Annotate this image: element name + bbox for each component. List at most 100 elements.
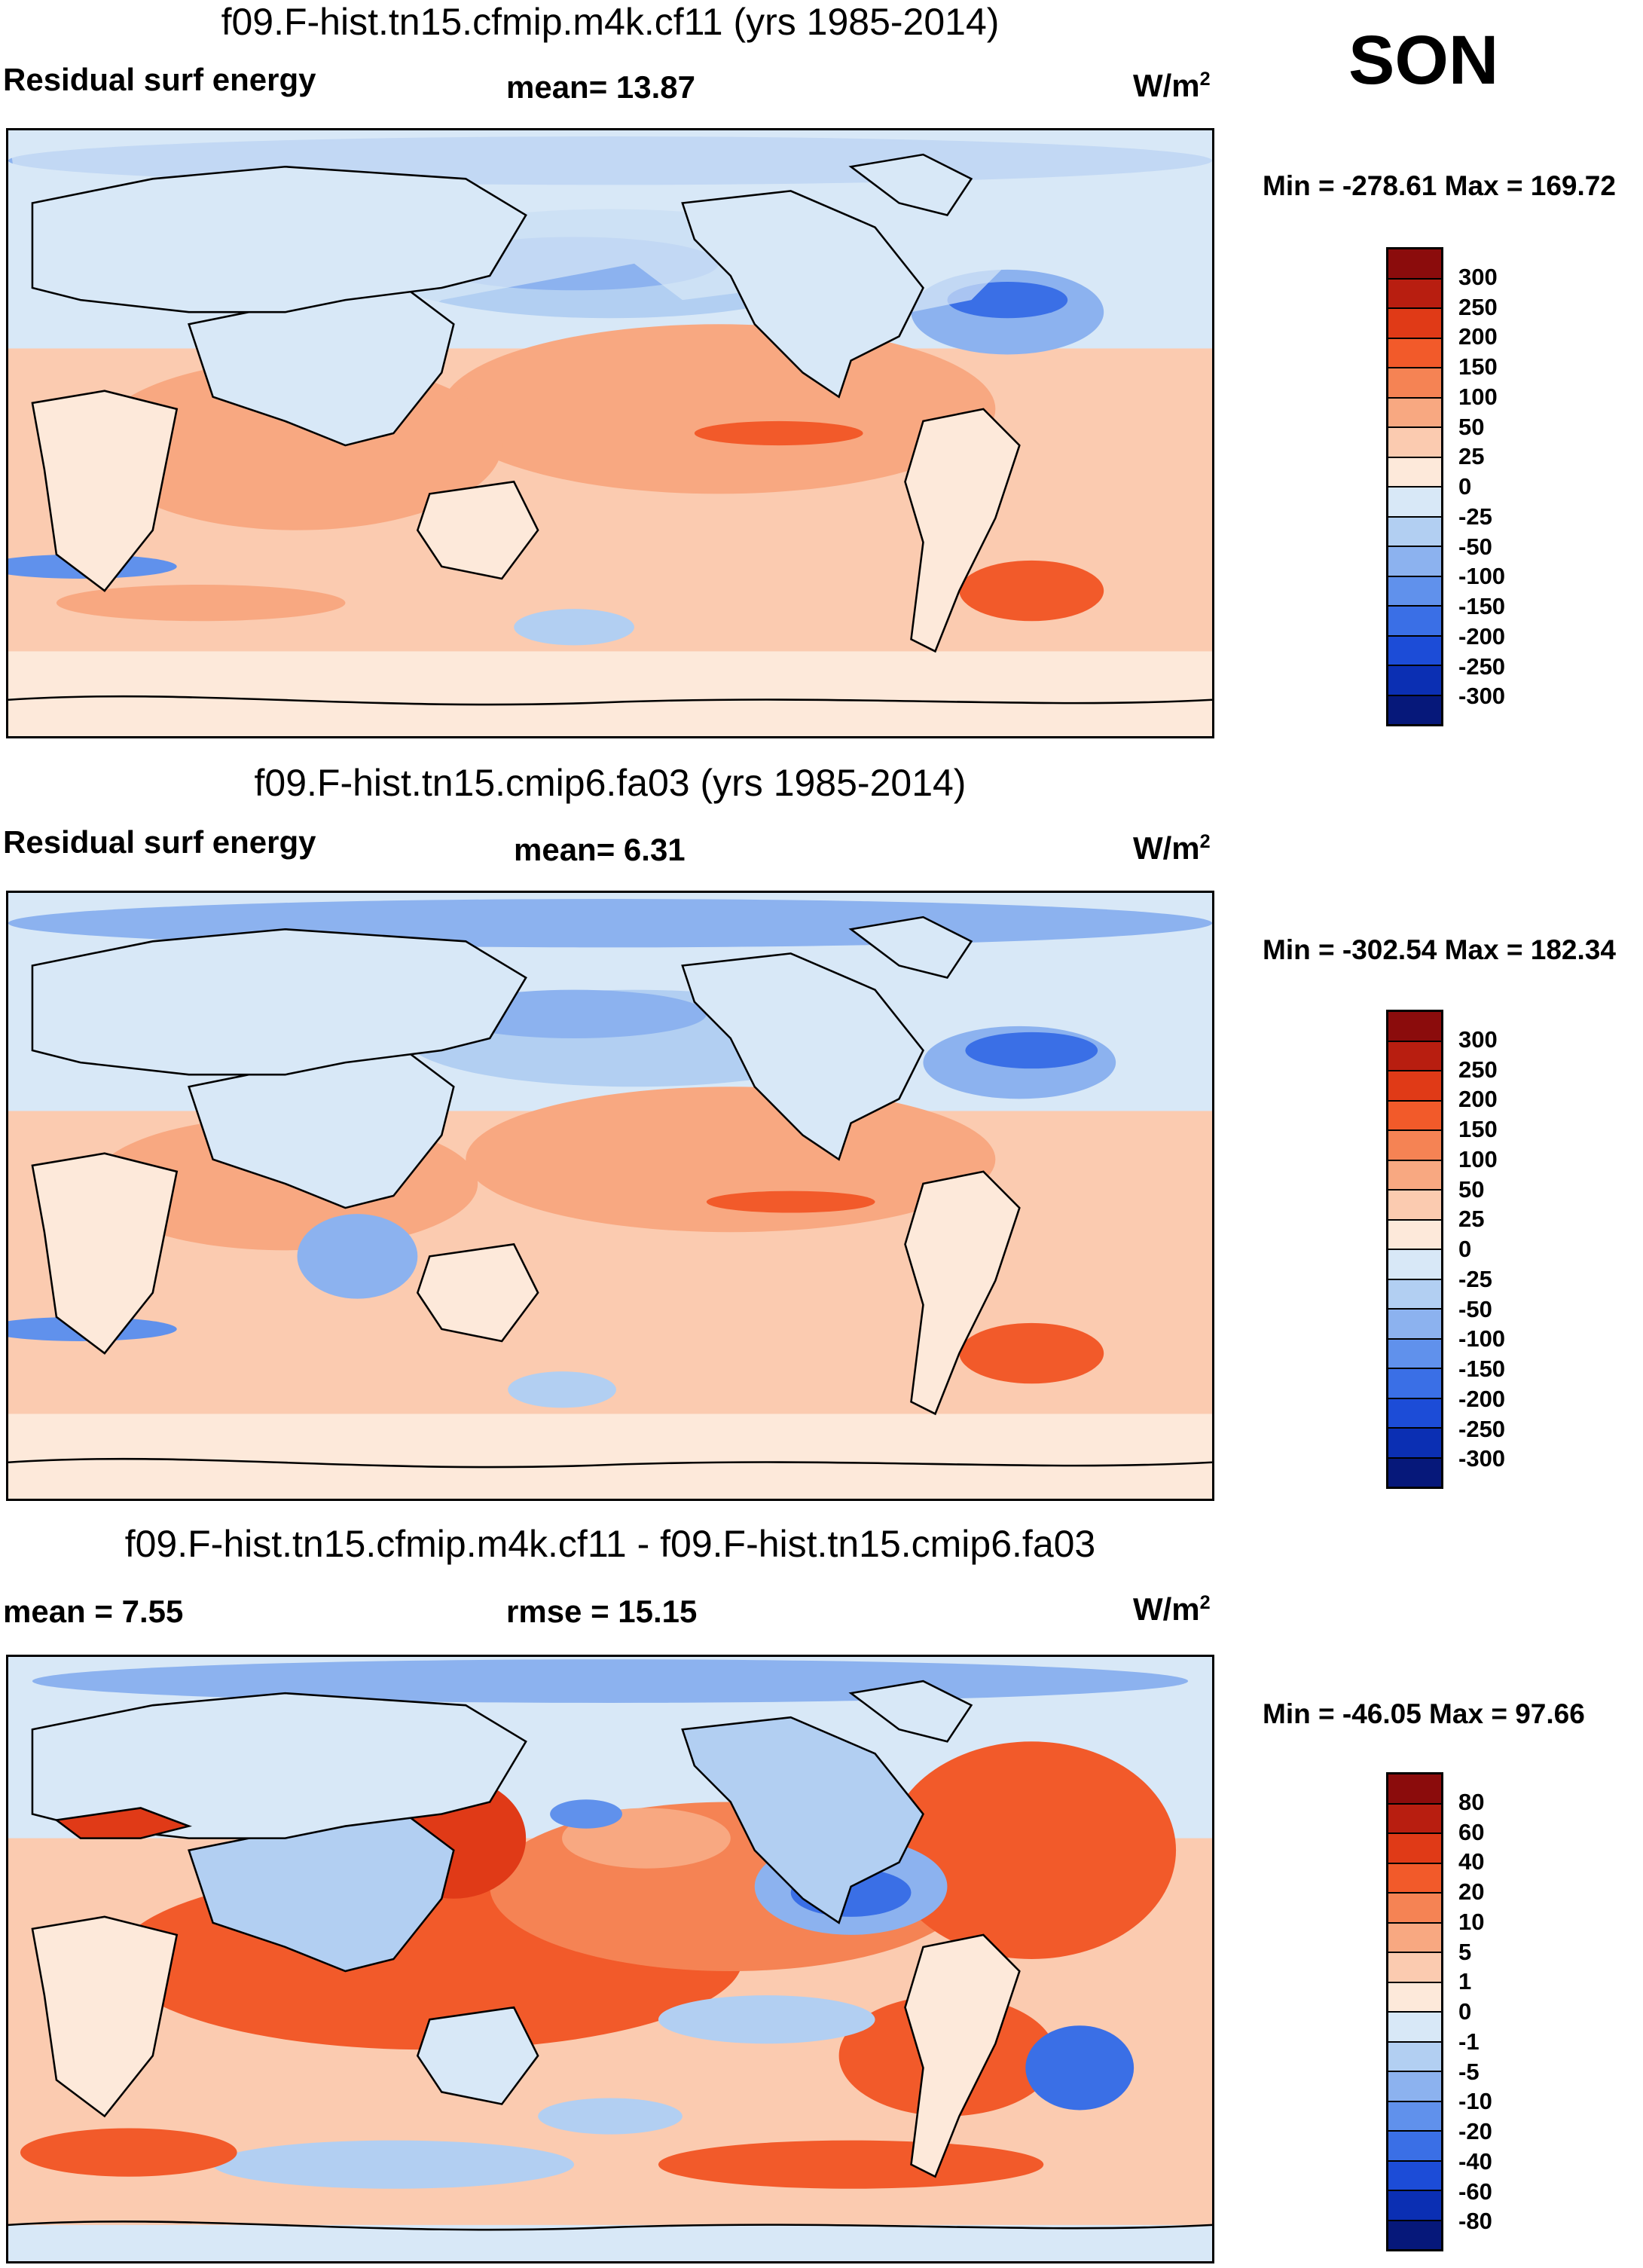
colorbar-tick-label: 50 <box>1458 413 1485 440</box>
colorbar-swatch <box>1388 2132 1441 2162</box>
colorbar-swatch <box>1388 1369 1441 1399</box>
colorbar-swatch <box>1388 1804 1441 1834</box>
colorbar-tick-label: -25 <box>1458 1265 1492 1292</box>
panel-1-mean-label: mean= 13.87 <box>506 69 696 105</box>
colorbar-tick-label: 10 <box>1458 1908 1485 1935</box>
panel-3-rmse-label: rmse = 15.15 <box>506 1594 698 1629</box>
panel-1-variable-label: Residual surf energy <box>3 62 316 97</box>
panel-3-colorbar <box>1386 1772 1443 2251</box>
panel-3-units: W/m2 <box>1133 1591 1211 1627</box>
colorbar-tick-label: 250 <box>1458 293 1498 320</box>
panel-2-colorbar <box>1386 1010 1443 1489</box>
panel-3-map <box>6 1655 1214 2263</box>
panel-3-minmax: Min = -46.05 Max = 97.66 <box>1263 1698 1585 1729</box>
colorbar-tick-label: 200 <box>1458 1086 1498 1113</box>
colorbar-tick-label: -20 <box>1458 2118 1492 2144</box>
panel-1-units: W/m2 <box>1133 68 1211 103</box>
colorbar-swatch <box>1388 1429 1441 1459</box>
colorbar-tick-label: -60 <box>1458 2178 1492 2205</box>
colorbar-tick-label: -200 <box>1458 622 1506 650</box>
colorbar-tick-label: 0 <box>1458 1236 1472 1262</box>
colorbar-swatch <box>1388 2042 1441 2072</box>
colorbar-tick-label: -5 <box>1458 2058 1480 2085</box>
panel-2-variable-label: Residual surf energy <box>3 824 316 860</box>
colorbar-swatch <box>1388 368 1441 399</box>
colorbar-tick-label: 250 <box>1458 1056 1498 1083</box>
colorbar-tick-label: -100 <box>1458 563 1506 590</box>
colorbar-tick-label: -150 <box>1458 593 1506 619</box>
colorbar-swatch <box>1388 2191 1441 2221</box>
colorbar-tick-label: -150 <box>1458 1356 1506 1382</box>
colorbar-tick-label: 60 <box>1458 1818 1485 1845</box>
colorbar-tick-label: 200 <box>1458 323 1498 350</box>
colorbar-swatch <box>1388 309 1441 339</box>
colorbar-swatch <box>1388 1310 1441 1340</box>
colorbar-swatch <box>1388 2221 1441 2249</box>
colorbar-swatch <box>1388 547 1441 577</box>
panel-1-map-svg <box>8 130 1212 736</box>
colorbar-tick-label: 0 <box>1458 473 1472 500</box>
colorbar-swatch <box>1388 1101 1441 1131</box>
colorbar-swatch <box>1388 1863 1441 1894</box>
colorbar-tick-label: -25 <box>1458 503 1492 530</box>
panel-2-units: W/m2 <box>1133 830 1211 866</box>
panel-2-title: f09.F-hist.tn15.cmip6.fa03 (yrs 1985-201… <box>254 762 967 804</box>
colorbar-swatch <box>1388 1012 1441 1042</box>
colorbar-tick-label: 5 <box>1458 1938 1472 1965</box>
colorbar-swatch <box>1388 1982 1441 2013</box>
colorbar-swatch <box>1388 338 1441 368</box>
colorbar-swatch <box>1388 1131 1441 1161</box>
panel-1-minmax: Min = -278.61 Max = 169.72 <box>1263 170 1616 201</box>
colorbar-swatch <box>1388 1458 1441 1487</box>
colorbar-tick-label: -100 <box>1458 1325 1506 1353</box>
panel-1-colorbar <box>1386 247 1443 726</box>
colorbar-swatch <box>1388 1398 1441 1429</box>
season-label: SON <box>1348 22 1499 99</box>
colorbar-swatch <box>1388 695 1441 724</box>
colorbar-swatch <box>1388 1834 1441 1864</box>
colorbar-tick-label: -200 <box>1458 1385 1506 1412</box>
colorbar-tick-label: -1 <box>1458 2028 1480 2055</box>
colorbar-tick-label: -50 <box>1458 533 1492 560</box>
colorbar-tick-label: 100 <box>1458 383 1498 410</box>
colorbar-swatch <box>1388 666 1441 696</box>
colorbar-tick-label: -50 <box>1458 1295 1492 1322</box>
colorbar-tick-label: 40 <box>1458 1848 1485 1875</box>
panel-3-mean-label: mean = 7.55 <box>3 1594 184 1629</box>
colorbar-tick-label: 0 <box>1458 1998 1472 2025</box>
colorbar-swatch <box>1388 2161 1441 2191</box>
colorbar-tick-label: -80 <box>1458 2208 1492 2235</box>
colorbar-swatch <box>1388 2013 1441 2043</box>
colorbar-swatch <box>1388 1220 1441 1250</box>
colorbar-swatch <box>1388 517 1441 547</box>
colorbar-swatch <box>1388 488 1441 518</box>
colorbar-swatch <box>1388 249 1441 280</box>
colorbar-tick-label: -250 <box>1458 653 1506 680</box>
colorbar-tick-label: -40 <box>1458 2147 1492 2175</box>
panel-2-map-svg <box>8 893 1212 1499</box>
colorbar-tick-label: -300 <box>1458 1445 1506 1472</box>
colorbar-tick-label: -10 <box>1458 2088 1492 2115</box>
colorbar-tick-label: 300 <box>1458 263 1498 290</box>
colorbar-swatch <box>1388 1953 1441 1983</box>
panel-2-mean-label: mean= 6.31 <box>514 832 686 867</box>
panel-2-minmax: Min = -302.54 Max = 182.34 <box>1263 934 1616 965</box>
colorbar-tick-label: 300 <box>1458 1025 1498 1053</box>
colorbar-swatch <box>1388 1894 1441 1924</box>
colorbar-tick-label: -250 <box>1458 1415 1506 1442</box>
colorbar-swatch <box>1388 636 1441 666</box>
colorbar-tick-label: 50 <box>1458 1175 1485 1203</box>
colorbar-swatch <box>1388 1160 1441 1191</box>
colorbar-tick-label: 25 <box>1458 1206 1485 1233</box>
colorbar-swatch <box>1388 398 1441 428</box>
colorbar-swatch <box>1388 1191 1441 1221</box>
colorbar-tick-label: 1 <box>1458 1968 1472 1995</box>
colorbar-swatch <box>1388 1041 1441 1071</box>
colorbar-swatch <box>1388 1279 1441 1310</box>
panel-3-title: f09.F-hist.tn15.cfmip.m4k.cf11 - f09.F-h… <box>124 1523 1096 1565</box>
panel-1-title: f09.F-hist.tn15.cfmip.m4k.cf11 (yrs 1985… <box>221 1 1000 43</box>
colorbar-swatch <box>1388 1250 1441 1280</box>
panel-3-map-svg <box>8 1657 1212 2261</box>
panel-2-map <box>6 891 1214 1501</box>
colorbar-tick-label: 25 <box>1458 443 1485 470</box>
